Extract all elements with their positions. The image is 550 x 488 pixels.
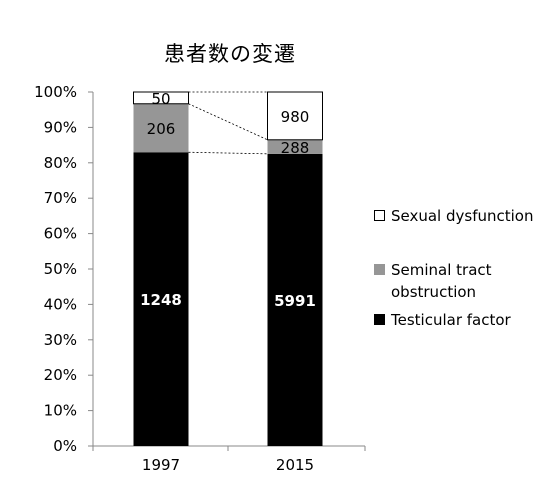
y-tick-label: 20%: [44, 366, 77, 384]
x-tick-label: 1997: [142, 456, 180, 474]
y-tick-label: 60%: [44, 225, 77, 243]
data-label: 1248: [140, 291, 182, 309]
data-label: 288: [281, 139, 310, 157]
legend-swatch-sexual-dysfunction: [374, 210, 385, 221]
x-tick-label: 2015: [276, 456, 314, 474]
y-tick-label: 70%: [44, 189, 77, 207]
bar-segment-testicular-factor-2015: [267, 153, 323, 447]
y-tick-label: 10%: [44, 402, 77, 420]
bar-segment-testicular-factor-1997: [133, 152, 189, 447]
legend-label-sexual-dysfunction: Sexual dysfunction: [391, 207, 534, 225]
series-connector-line: [188, 151, 268, 155]
y-tick-label: 40%: [44, 295, 77, 313]
data-label: 980: [281, 108, 310, 126]
bar-segment-sexual-dysfunction-2015: [267, 91, 323, 141]
bar-segment-sexual-dysfunction-1997: [133, 91, 189, 105]
y-tick-label: 0%: [53, 437, 77, 455]
data-label: 206: [147, 120, 176, 138]
legend-label-seminal-tract-obstruction: Seminal tract obstruction: [391, 261, 492, 301]
bar-segment-seminal-tract-obstruction-1997: [133, 103, 189, 153]
bar-segment-seminal-tract-obstruction-2015: [267, 139, 323, 154]
legend-item-seminal-tract-obstruction: Seminal tract obstruction: [374, 259, 521, 303]
chart-title: 患者数の変遷: [164, 42, 296, 66]
data-label: 5991: [274, 292, 316, 310]
y-tick-label: 30%: [44, 331, 77, 349]
y-tick-label: 80%: [44, 154, 77, 172]
legend-label-testicular-factor: Testicular factor: [391, 311, 511, 329]
y-tick-label: 90%: [44, 118, 77, 136]
legend-item-sexual-dysfunction: Sexual dysfunction: [374, 205, 534, 227]
legend-swatch-seminal-tract-obstruction: [374, 264, 385, 275]
y-tick-label: 50%: [44, 260, 77, 278]
series-connector-line: [188, 103, 268, 141]
data-label: 50: [151, 90, 170, 108]
y-tick-label: 100%: [34, 83, 77, 101]
legend-swatch-testicular-factor: [374, 314, 385, 325]
legend-item-testicular-factor: Testicular factor: [374, 309, 511, 331]
